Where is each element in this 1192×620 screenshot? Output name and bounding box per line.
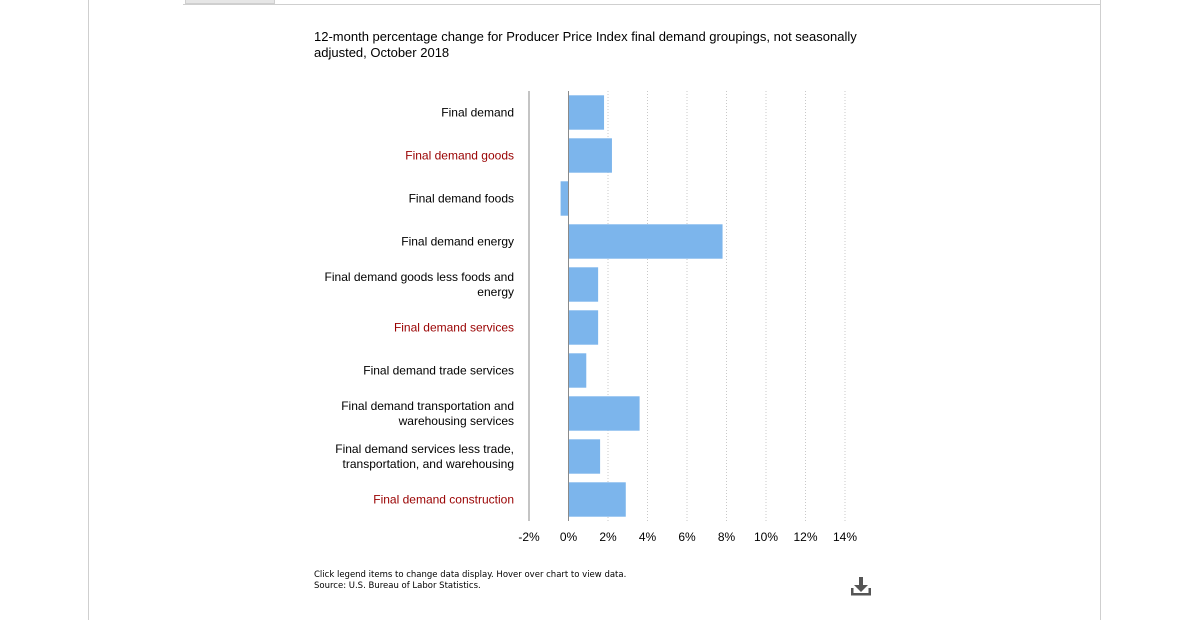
category-label-line: Final demand transportation and <box>341 399 514 413</box>
axes <box>528 91 569 521</box>
chart-tab[interactable] <box>185 0 275 4</box>
category-label[interactable]: Final demand trade services <box>363 364 514 378</box>
bar[interactable] <box>568 224 723 259</box>
footnote-instructions: Click legend items to change data displa… <box>314 570 627 580</box>
chart-container-frame <box>88 0 1101 620</box>
bar[interactable] <box>568 267 599 302</box>
category-label[interactable]: Final demand <box>441 106 514 120</box>
category-label-line: Final demand services less trade, <box>335 442 514 456</box>
x-tick-label: 8% <box>718 530 736 544</box>
bar[interactable] <box>568 310 599 345</box>
category-label-line: Final demand goods less foods and <box>325 270 514 284</box>
category-label-line: Final demand goods <box>405 149 514 163</box>
bar[interactable] <box>568 95 605 130</box>
bar[interactable] <box>568 482 626 517</box>
category-label-line: transportation, and warehousing <box>343 457 514 471</box>
x-tick-label: 14% <box>833 530 857 544</box>
tick-labels: -2% 0% 2% 4% 6% 8% 10% 12% 14% <box>518 530 857 544</box>
category-label[interactable]: Final demand energy <box>401 235 514 249</box>
bar-chart[interactable]: Final demand Final demand goods Final dema… <box>0 0 1192 560</box>
category-label[interactable]: Final demand services <box>394 321 514 335</box>
category-label-line: Final demand services <box>394 321 514 335</box>
tab-strip <box>183 0 1101 5</box>
category-label[interactable]: Final demand construction <box>373 493 514 507</box>
x-tick-label: 12% <box>793 530 817 544</box>
download-icon <box>851 577 871 596</box>
category-label-line: Final demand trade services <box>363 364 514 378</box>
category-label-line: warehousing services <box>398 414 514 428</box>
x-tick-label: 2% <box>599 530 617 544</box>
footnote-source: Source: U.S. Bureau of Labor Statistics. <box>314 581 481 591</box>
chart-title: 12-month percentage change for Producer … <box>314 29 857 60</box>
download-button[interactable] <box>849 575 873 597</box>
x-tick-label: 10% <box>754 530 778 544</box>
x-tick-label: 4% <box>639 530 657 544</box>
category-labels[interactable]: Final demand Final demand goods Final dema… <box>325 106 514 507</box>
category-label-line: Final demand <box>441 106 514 120</box>
bar[interactable] <box>568 138 612 173</box>
category-label[interactable]: Final demand transportation and warehousi… <box>341 399 514 428</box>
category-label-line: Final demand construction <box>373 493 514 507</box>
category-label-line: energy <box>477 285 514 299</box>
category-label[interactable]: Final demand goods <box>405 149 514 163</box>
category-label[interactable]: Final demand services less trade, transpo… <box>335 442 514 471</box>
chart-footnote: Click legend items to change data displa… <box>314 570 626 592</box>
bar[interactable] <box>568 353 587 388</box>
x-tick-label: -2% <box>518 530 540 544</box>
x-tick-label: 0% <box>560 530 578 544</box>
x-tick-label: 6% <box>678 530 696 544</box>
bar[interactable] <box>568 396 640 431</box>
category-label-line: Final demand energy <box>401 235 514 249</box>
bar[interactable] <box>560 181 569 216</box>
category-label-line: Final demand foods <box>409 192 514 206</box>
category-label[interactable]: Final demand foods <box>409 192 514 206</box>
bars[interactable] <box>560 95 723 517</box>
bar[interactable] <box>568 439 601 474</box>
category-label[interactable]: Final demand goods less foods and energy <box>325 270 514 299</box>
